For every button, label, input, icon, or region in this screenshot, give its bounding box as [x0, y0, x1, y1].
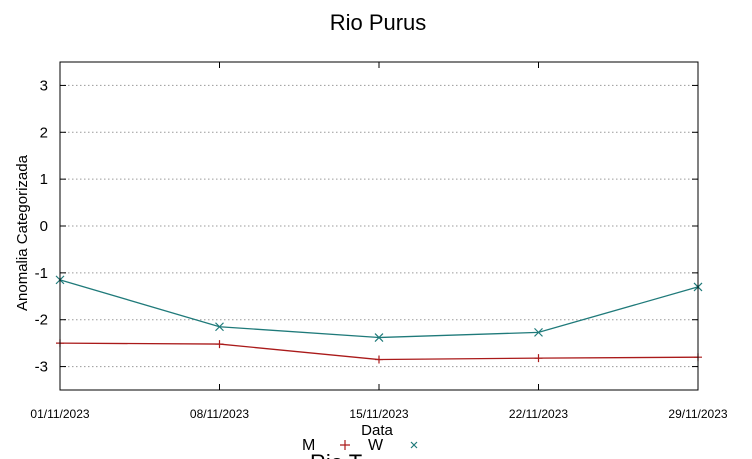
data-point	[375, 355, 383, 364]
x-tick-label: 08/11/2023	[190, 407, 249, 421]
x-tick-labels: 01/11/2023 08/11/2023 15/11/2023 22/11/2023…	[30, 407, 727, 421]
plot-frame	[59, 61, 699, 391]
legend-teal-x-marker	[410, 441, 418, 449]
series-layer	[55, 275, 703, 364]
data-point	[534, 354, 543, 363]
y-tick-label: -1	[35, 265, 48, 282]
legend-label-m: M	[302, 437, 315, 454]
x-tick-label: 01/11/2023	[30, 407, 89, 421]
y-tick-labels: 3 2 1 0 -1 -2 -3	[35, 77, 48, 375]
y-axis-label: Anomalia Categorizada	[14, 154, 31, 311]
legend-red-plus-marker	[340, 440, 350, 450]
y-tick-label: 3	[40, 77, 48, 94]
grid	[59, 62, 699, 390]
data-point	[215, 340, 224, 349]
legend-label-w: W	[368, 437, 384, 454]
y-tick-label: 0	[40, 218, 48, 235]
y-tick-label: -2	[35, 312, 48, 329]
x-tick-label: 29/11/2023	[668, 407, 727, 421]
y-tick-label: -3	[35, 359, 48, 376]
data-point	[374, 333, 384, 342]
data-point	[215, 322, 224, 332]
data-point	[534, 327, 543, 337]
x-tick-label: 15/11/2023	[349, 407, 408, 421]
series-line-1	[59, 279, 699, 339]
bottom-title-fragment: Rio T	[310, 450, 362, 459]
chart-title: Rio Purus	[330, 10, 427, 35]
legend-fragment: M W	[302, 437, 418, 454]
y-tick-label: 1	[40, 171, 48, 188]
y-tick-label: 2	[40, 124, 48, 141]
x-tick-label: 22/11/2023	[509, 407, 568, 421]
x-axis-label: Data	[361, 422, 393, 439]
